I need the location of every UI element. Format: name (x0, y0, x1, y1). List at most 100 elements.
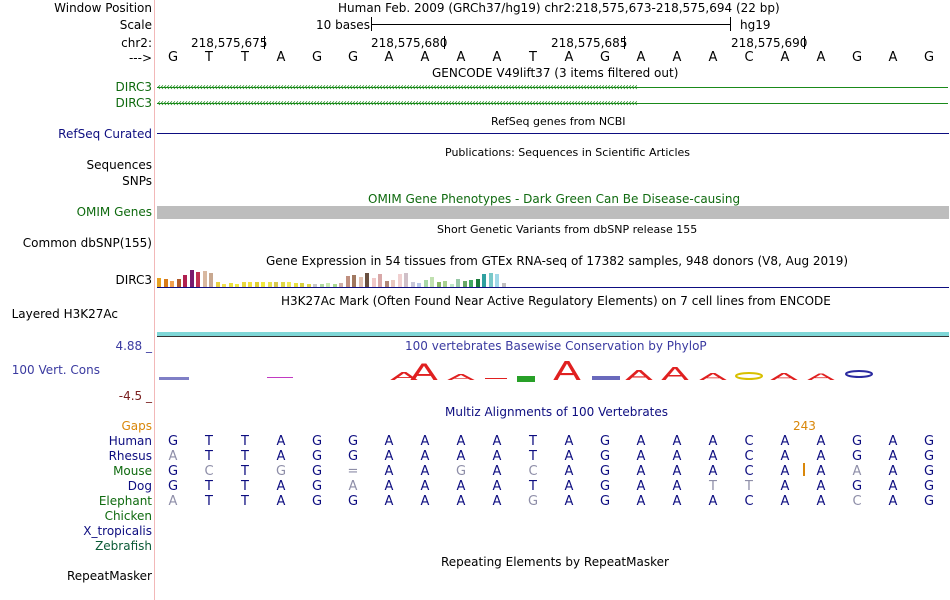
base: T (205, 434, 213, 449)
omim-gene-bar[interactable] (157, 206, 949, 219)
species-elephant-label: Elephant (98, 494, 152, 508)
base: A (420, 494, 430, 509)
assembly-label: hg19 (740, 18, 771, 32)
base: T (529, 434, 537, 449)
gtex-tissue-bar (443, 281, 447, 287)
base: A (816, 479, 826, 494)
base: T (241, 50, 249, 65)
base: A (672, 479, 682, 494)
base: A (672, 449, 682, 464)
gene-dirc3-b[interactable]: ‹‹‹‹‹‹‹‹‹‹‹‹‹‹‹‹‹‹‹‹‹‹‹‹‹‹‹‹‹‹‹‹‹‹‹‹‹‹‹‹… (157, 100, 948, 108)
track-label-repeatmasker[interactable]: RepeatMasker (66, 569, 152, 583)
species-rhesus-label: Rhesus (108, 449, 152, 463)
base: A (564, 494, 574, 509)
base: A (780, 464, 790, 479)
base: C (528, 464, 538, 479)
base: A (672, 494, 682, 509)
base: A (492, 449, 502, 464)
base: A (276, 434, 286, 449)
base: A (888, 434, 898, 449)
base: G (275, 464, 287, 479)
window-position-label: Window Position (54, 1, 152, 15)
gtex-tissue-bar (365, 273, 369, 287)
svg-text:A: A (447, 373, 478, 382)
track-label-refseq[interactable]: RefSeq Curated (58, 127, 152, 141)
gencode-title: GENCODE V49lift37 (3 items filtered out) (432, 66, 679, 80)
base: A (816, 464, 826, 479)
gtex-tissue-bar (391, 280, 395, 287)
base: A (492, 50, 502, 65)
base: A (708, 464, 718, 479)
track-label-cons[interactable]: 100 Vert. Cons (11, 363, 100, 377)
base: A (636, 434, 646, 449)
base: G (167, 464, 179, 479)
gtex-tissue-bar (319, 284, 324, 287)
track-label-sequences[interactable]: Sequences (86, 158, 152, 172)
base: C (852, 494, 862, 509)
scale-label: Scale (119, 18, 152, 32)
h3k27ac-title: H3K27Ac Mark (Often Found Near Active Re… (281, 294, 831, 308)
track-label-omim[interactable]: OMIM Genes (76, 205, 152, 219)
base: C (744, 464, 754, 479)
base: A (564, 479, 574, 494)
h3k27ac-signal[interactable] (157, 332, 949, 336)
window-position-text: Human Feb. 2009 (GRCh37/hg19) chr2:218,5… (338, 1, 780, 15)
svg-text:A: A (410, 361, 438, 386)
base: T (241, 479, 249, 494)
refseq-gene-line[interactable] (157, 133, 949, 134)
gtex-tissue-bar (352, 275, 356, 287)
species-dog-label: Dog (127, 479, 152, 493)
base: A (420, 479, 430, 494)
track-label-h3k27ac[interactable]: Layered H3K27Ac (11, 307, 118, 321)
gtex-gene-line (157, 287, 949, 288)
base: A (780, 434, 790, 449)
position-tick-2: 218,575,680 (371, 36, 448, 50)
base: G (599, 434, 611, 449)
gene-dirc3-a[interactable]: ‹‹‹‹‹‹‹‹‹‹‹‹‹‹‹‹‹‹‹‹‹‹‹‹‹‹‹‹‹‹‹‹‹‹‹‹‹‹‹‹… (157, 84, 948, 92)
track-label-dirc3-a[interactable]: DIRC3 (115, 80, 152, 94)
gtex-title: Gene Expression in 54 tissues from GTEx … (266, 254, 849, 268)
base: A (816, 50, 826, 65)
base: G (923, 449, 935, 464)
base: A (456, 449, 466, 464)
base: A (348, 479, 358, 494)
strand-arrow-label: ---> (128, 51, 152, 65)
track-label-gtex[interactable]: DIRC3 (115, 273, 152, 287)
tick-mark-2 (444, 36, 445, 49)
base: A (816, 494, 826, 509)
gtex-tissue-bar (209, 273, 213, 287)
gtex-tissue-bar (475, 279, 480, 287)
base: G (455, 464, 467, 479)
species-mouse-label: Mouse (113, 464, 152, 478)
species-chicken-label: Chicken (104, 509, 152, 523)
gtex-tissue-bar (404, 273, 408, 287)
gtex-tissue-bar (384, 281, 389, 287)
gtex-tissue-bar (183, 275, 187, 287)
phylop-logo[interactable]: A A A A A A A A A (155, 352, 950, 392)
base: G (527, 494, 539, 509)
base: G (347, 449, 359, 464)
base: G (923, 434, 935, 449)
gtex-tissue-bar (482, 274, 486, 287)
track-label-snps[interactable]: SNPs (122, 174, 152, 188)
track-label-dbsnp[interactable]: Common dbSNP(155) (22, 236, 152, 250)
gap-count-label: 243 (793, 419, 816, 433)
gtex-bar-chart[interactable] (157, 266, 517, 287)
gtex-tissue-bar (248, 282, 252, 287)
gtex-tissue-bar (469, 280, 473, 287)
gtex-tissue-bar (339, 283, 343, 287)
gtex-tissue-bar (371, 278, 376, 287)
base: A (780, 449, 790, 464)
gtex-tissue-bar (456, 279, 460, 287)
base: A (564, 434, 574, 449)
base: G (923, 464, 935, 479)
base: A (636, 464, 646, 479)
base: A (384, 494, 394, 509)
repeatmasker-title: Repeating Elements by RepeatMasker (441, 555, 669, 569)
track-label-dirc3-b[interactable]: DIRC3 (115, 96, 152, 110)
svg-text:A: A (770, 372, 799, 383)
species-human-label: Human (108, 434, 152, 448)
